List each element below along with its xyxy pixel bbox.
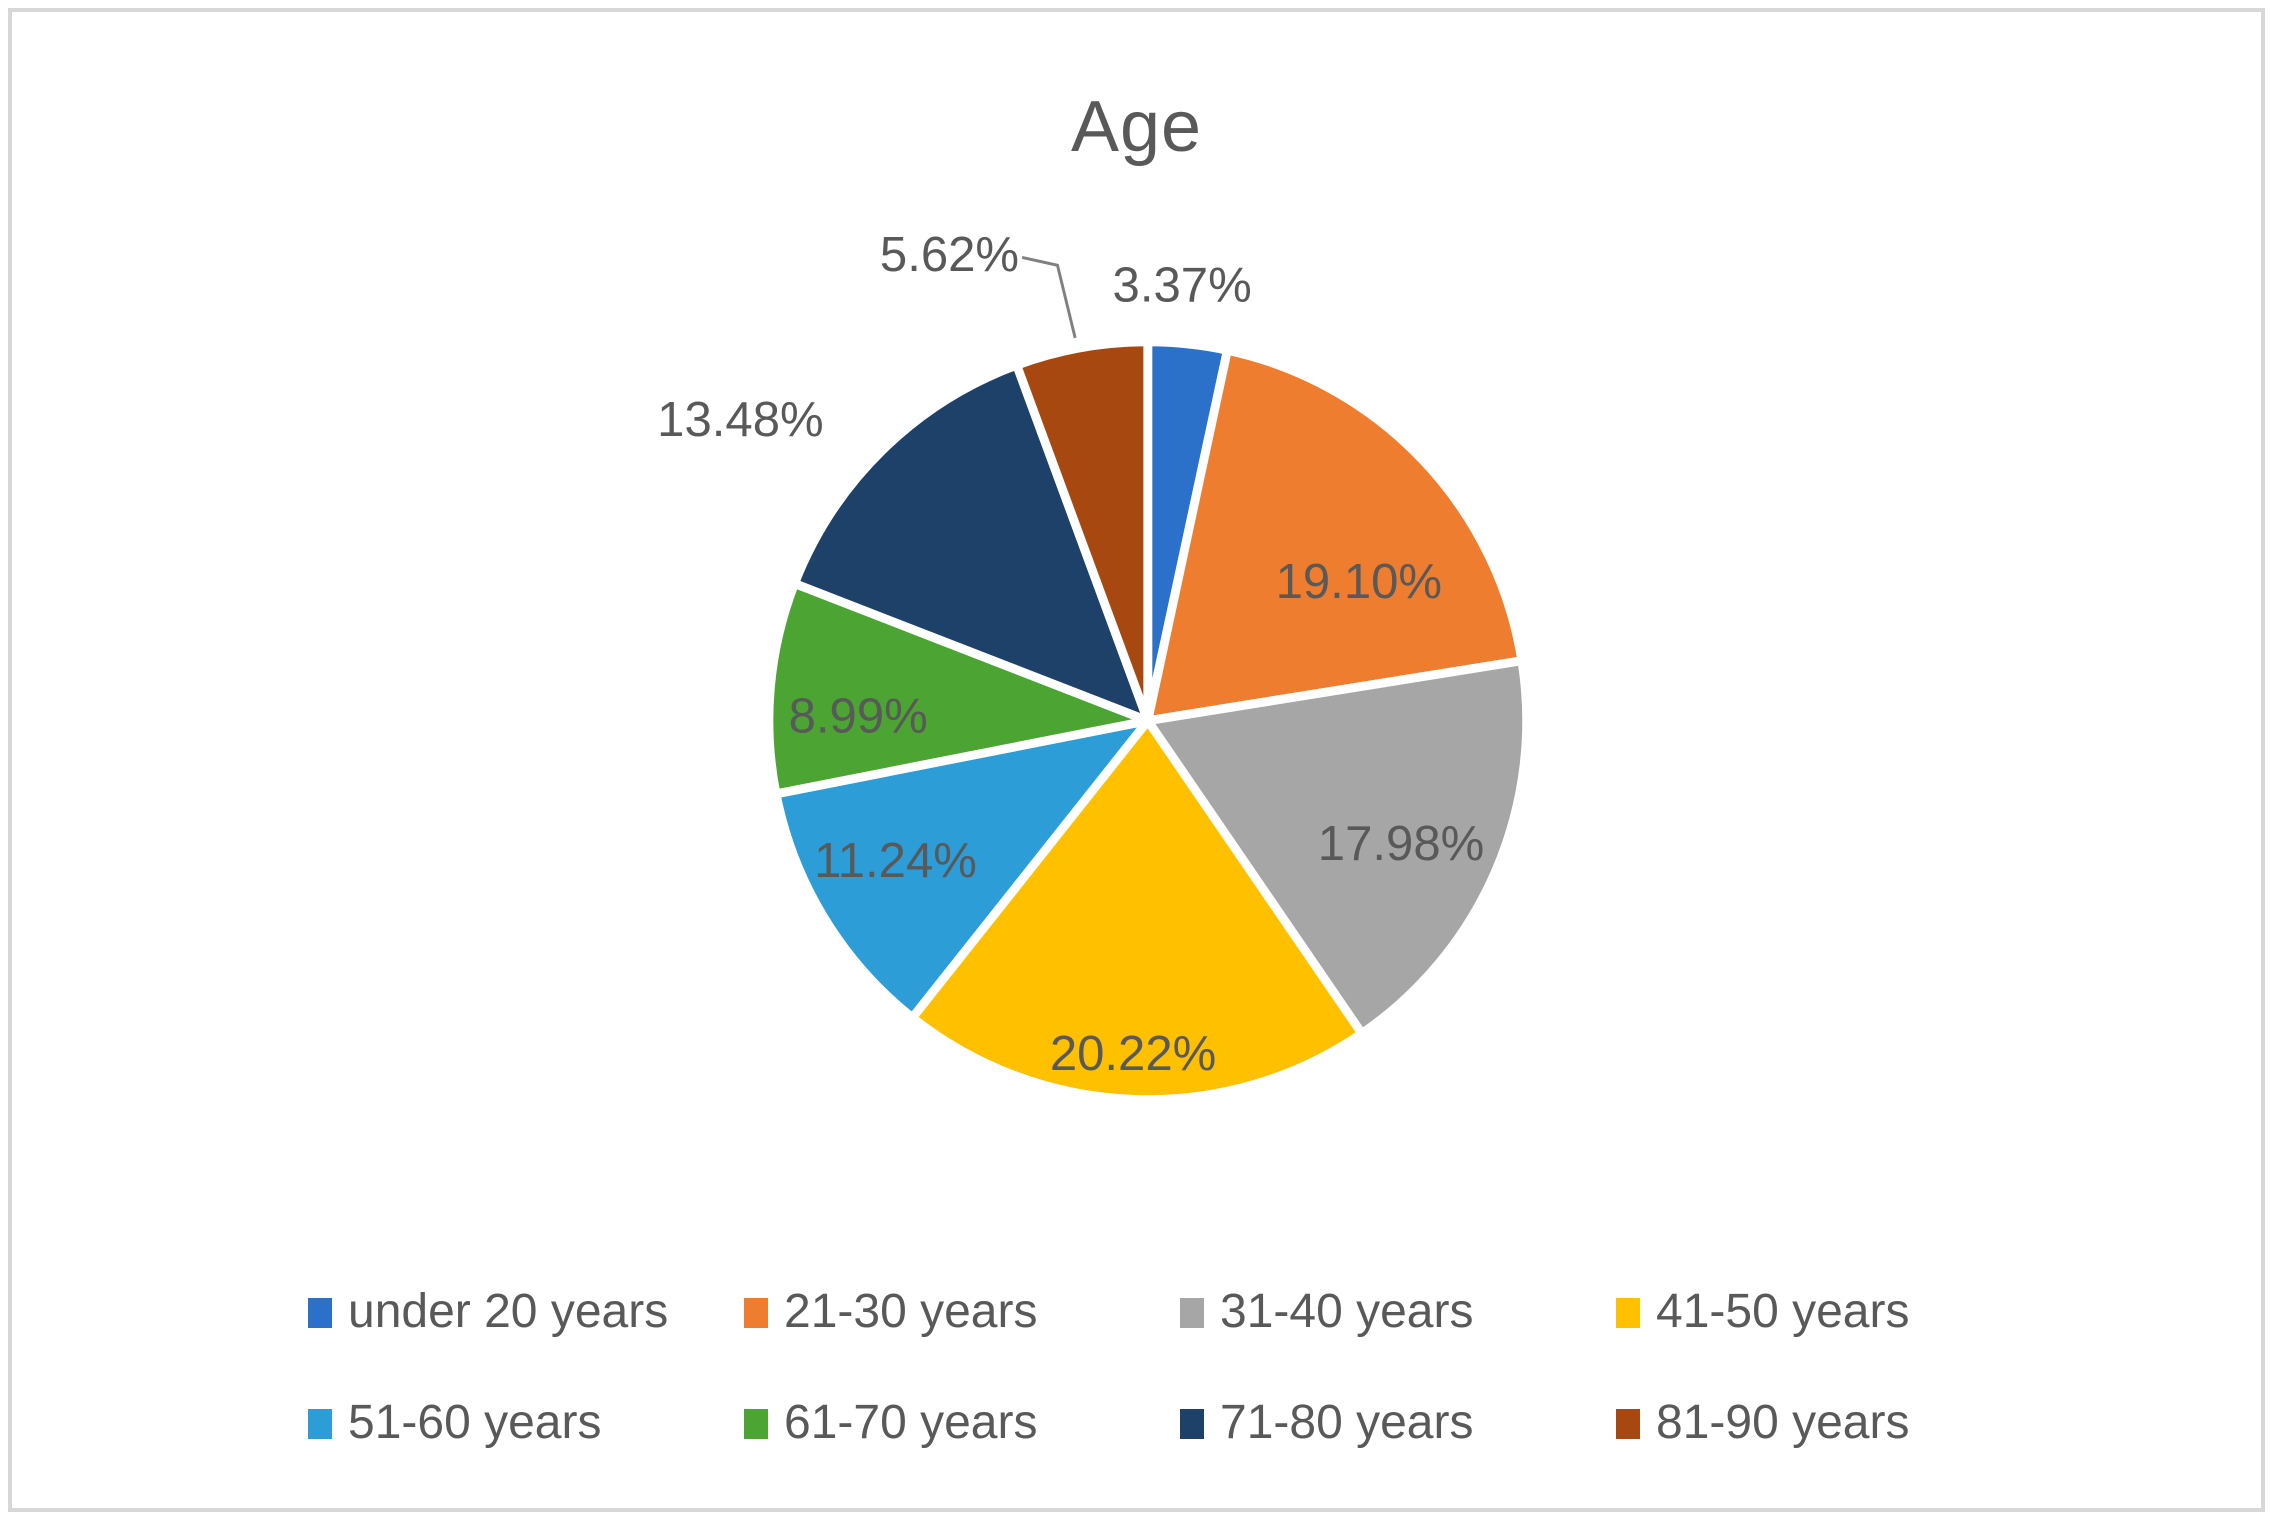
pie-slice-51-60-years bbox=[771, 716, 1153, 1023]
legend-swatch-31-40-years bbox=[1180, 1297, 1204, 1328]
legend-swatch-41-50-years bbox=[1616, 1297, 1640, 1328]
legend-item-41-50-years: 41-50 years bbox=[1616, 1284, 2052, 1339]
legend-label: 51-60 years bbox=[348, 1396, 602, 1449]
pie-label-under-20-years: 3.37% bbox=[1113, 259, 1252, 313]
pie-slice-31-40-years bbox=[1143, 656, 1532, 1038]
legend-label: 41-50 years bbox=[1656, 1285, 1910, 1338]
legend-label: under 20 years bbox=[348, 1285, 669, 1338]
pie-slice-71-80-years bbox=[790, 360, 1153, 726]
legend-label: 31-40 years bbox=[1220, 1285, 1474, 1338]
pie-label-41-50-years: 20.22% bbox=[1050, 1027, 1216, 1081]
legend-item-31-40-years: 31-40 years bbox=[1180, 1284, 1616, 1339]
pie-slice-61-70-years bbox=[764, 579, 1153, 799]
pie-chart: 3.37% 19.10% 17.98% 20.22% 11.24% 8.99% 13.48%… bbox=[657, 228, 1532, 1105]
legend-label: 71-80 years bbox=[1220, 1396, 1474, 1449]
legend-item-51-60-years: 51-60 years bbox=[308, 1395, 744, 1450]
pie-label-21-30-years: 19.10% bbox=[1276, 555, 1442, 609]
chart-frame: Age 3.37% 19.10% 17.98% 20.22% 11.24% 8.99% 13… bbox=[8, 8, 2265, 1512]
pie-label-31-40-years: 17.98% bbox=[1318, 817, 1484, 871]
legend-swatch-51-60-years bbox=[308, 1408, 332, 1439]
pie-slice-81-90-years bbox=[1012, 337, 1153, 726]
pie-slice-21-30-years bbox=[1143, 345, 1527, 726]
label-leader-line-81-90-years bbox=[1021, 255, 1077, 339]
pie-label-61-70-years: 8.99% bbox=[789, 690, 928, 744]
legend-item-21-30-years: 21-30 years bbox=[744, 1284, 1180, 1339]
chart-title: Age bbox=[1070, 87, 1203, 167]
legend-swatch-61-70-years bbox=[744, 1408, 768, 1439]
legend-swatch-81-90-years bbox=[1616, 1408, 1640, 1439]
legend-label: 81-90 years bbox=[1656, 1396, 1910, 1449]
legend-item-under-20-years: under 20 years bbox=[308, 1284, 744, 1339]
pie-label-81-90-years: 5.62% bbox=[880, 228, 1019, 282]
legend: under 20 years 21-30 years 31-40 years 41-5… bbox=[308, 1284, 2052, 1450]
legend-swatch-71-80-years bbox=[1180, 1408, 1204, 1439]
legend-label: 21-30 years bbox=[784, 1285, 1038, 1338]
legend-swatch-21-30-years bbox=[744, 1297, 768, 1328]
legend-item-71-80-years: 71-80 years bbox=[1180, 1395, 1616, 1450]
legend-swatch-under-20-years bbox=[308, 1297, 332, 1328]
pie-slice-41-50-years bbox=[907, 716, 1367, 1105]
pie-label-71-80-years: 13.48% bbox=[657, 393, 823, 447]
pie-label-51-60-years: 11.24% bbox=[814, 834, 977, 888]
legend-item-81-90-years: 81-90 years bbox=[1616, 1395, 2052, 1450]
legend-item-61-70-years: 61-70 years bbox=[744, 1395, 1180, 1450]
legend-label: 61-70 years bbox=[784, 1396, 1038, 1449]
